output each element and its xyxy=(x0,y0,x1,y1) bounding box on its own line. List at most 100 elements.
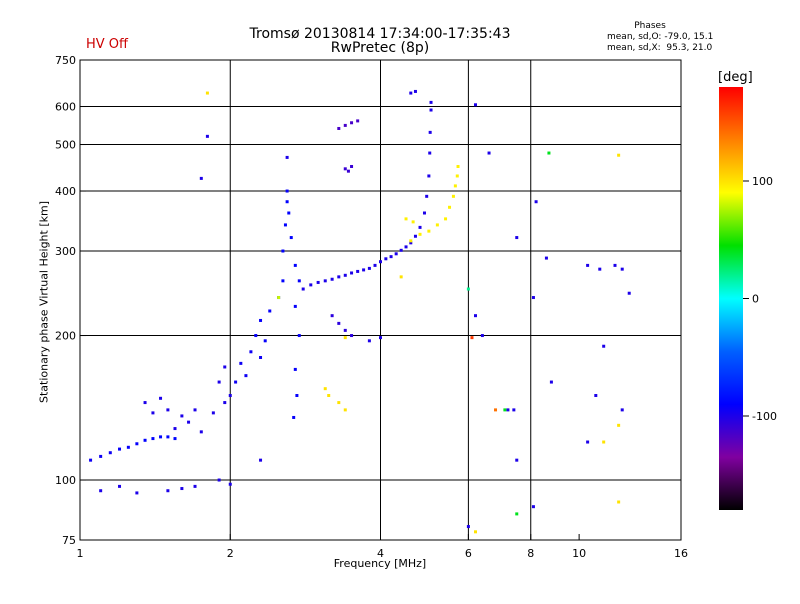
data-point xyxy=(534,200,538,204)
data-point xyxy=(594,394,598,398)
colorbar-tick-label: 0 xyxy=(752,293,759,306)
data-point xyxy=(187,420,191,424)
y-axis-label: Stationary phase Virtual Height [km] xyxy=(37,200,51,404)
data-point xyxy=(473,103,477,107)
data-point xyxy=(323,387,327,391)
data-point xyxy=(323,279,327,283)
data-point xyxy=(199,176,203,180)
data-point xyxy=(373,263,377,267)
data-point xyxy=(285,189,289,193)
data-point xyxy=(259,318,263,322)
data-point xyxy=(362,268,366,272)
data-point xyxy=(337,321,341,325)
data-point xyxy=(620,408,624,412)
chart-title: Tromsø 20130814 17:34:00-17:35:43 xyxy=(249,26,511,42)
data-point xyxy=(602,440,606,444)
x-tick-label: 2 xyxy=(227,547,234,560)
colorbar-ticks: 100 0 -100 xyxy=(743,175,777,423)
data-point xyxy=(427,174,431,178)
data-point xyxy=(399,248,403,252)
data-point xyxy=(343,336,347,340)
data-point xyxy=(422,211,426,215)
data-point xyxy=(217,380,221,384)
data-point xyxy=(418,232,422,236)
y-tick-label: 600 xyxy=(55,101,76,114)
x-tick-label: 6 xyxy=(465,547,472,560)
data-point xyxy=(316,280,320,284)
chart-subtitle: RwPretec (8p) xyxy=(330,40,430,56)
data-point xyxy=(99,489,103,493)
y-axis-ticks: 75 100 200 300 400 500 600 750 xyxy=(55,54,86,547)
y-tick-label: 200 xyxy=(55,330,76,343)
data-point xyxy=(217,478,221,482)
data-point xyxy=(223,365,227,369)
data-point xyxy=(330,277,334,281)
data-point xyxy=(180,487,184,491)
data-point xyxy=(399,275,403,279)
x-axis-label: Frequency [MHz] xyxy=(333,557,427,570)
x-tick-label: 16 xyxy=(674,547,688,560)
x-tick-label: 10 xyxy=(572,547,586,560)
colorbar-unit-label: [deg] xyxy=(718,70,753,85)
data-point xyxy=(350,334,354,338)
data-point xyxy=(223,401,227,405)
data-point xyxy=(118,447,122,451)
data-point xyxy=(151,437,155,441)
data-point xyxy=(356,269,360,273)
data-point xyxy=(515,236,519,240)
data-point xyxy=(531,505,535,509)
data-point xyxy=(295,394,299,398)
data-point xyxy=(293,263,297,267)
data-point xyxy=(531,296,535,300)
data-point xyxy=(135,442,139,446)
data-point xyxy=(193,484,197,488)
data-point xyxy=(277,296,281,300)
data-point xyxy=(343,167,347,171)
data-point xyxy=(413,89,417,93)
data-point xyxy=(453,184,457,188)
data-point xyxy=(425,194,429,198)
data-point xyxy=(404,217,408,221)
y-tick-label: 500 xyxy=(55,139,76,152)
data-points xyxy=(89,89,631,534)
data-point xyxy=(337,401,341,405)
data-point xyxy=(346,169,350,173)
data-point xyxy=(301,287,305,291)
data-point xyxy=(166,408,170,412)
data-point xyxy=(173,427,177,431)
phases-title: Phases xyxy=(634,21,666,31)
data-point xyxy=(166,489,170,493)
data-point xyxy=(343,123,347,127)
data-point xyxy=(427,229,431,233)
data-point xyxy=(466,287,470,291)
data-point xyxy=(159,396,163,400)
data-point xyxy=(287,211,291,215)
data-point xyxy=(598,267,602,271)
x-tick-label: 4 xyxy=(377,547,384,560)
data-point xyxy=(350,271,354,275)
data-point xyxy=(428,130,432,134)
data-point xyxy=(466,525,470,529)
data-point xyxy=(473,314,477,318)
phases-o-mode: mean, sd,O: -79.0, 15.1 xyxy=(607,32,714,42)
data-point xyxy=(205,134,209,138)
hv-status-label: HV Off xyxy=(86,37,128,52)
data-point xyxy=(89,458,93,462)
data-point xyxy=(404,245,408,249)
data-point xyxy=(343,408,347,412)
data-point xyxy=(455,174,459,178)
data-point xyxy=(384,257,388,261)
data-point xyxy=(451,194,455,198)
data-point xyxy=(281,279,285,283)
data-point xyxy=(586,440,590,444)
data-point xyxy=(512,408,516,412)
data-point xyxy=(613,263,617,267)
data-point xyxy=(515,458,519,462)
data-point xyxy=(428,151,432,155)
data-point xyxy=(549,380,553,384)
data-point xyxy=(283,223,287,227)
data-point xyxy=(617,153,621,157)
data-point xyxy=(337,126,341,130)
data-point xyxy=(602,344,606,348)
